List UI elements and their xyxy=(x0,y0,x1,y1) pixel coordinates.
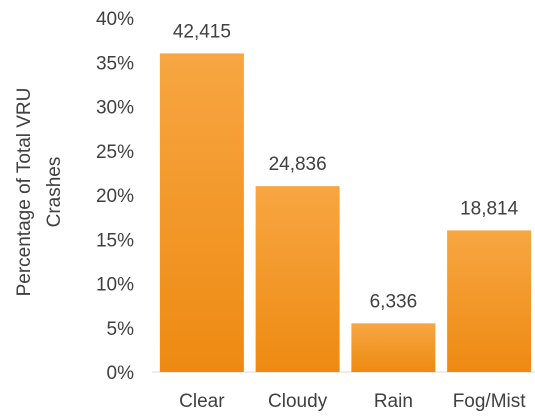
y-tick-label: 15% xyxy=(96,230,134,251)
bars xyxy=(159,53,532,373)
y-tick-label: 0% xyxy=(107,363,135,384)
bar-fog-mist xyxy=(447,230,532,372)
y-tick-label: 35% xyxy=(96,53,134,74)
y-axis-title-line-2: Crashes xyxy=(44,157,65,228)
y-tick-label: 40% xyxy=(96,9,134,30)
category-label: Cloudy xyxy=(268,391,328,412)
category-label: Clear xyxy=(179,391,225,412)
bar-rain xyxy=(351,323,436,372)
y-tick-label: 10% xyxy=(96,275,134,296)
y-tick-label: 25% xyxy=(96,142,134,163)
data-label: 42,415 xyxy=(173,21,231,42)
category-label: Fog/Mist xyxy=(453,391,527,412)
data-label: 6,336 xyxy=(370,291,418,312)
bar-cloudy xyxy=(255,186,340,372)
data-label: 24,836 xyxy=(269,154,327,175)
category-label: Rain xyxy=(374,391,413,412)
y-tick-label: 30% xyxy=(96,98,134,119)
data-labels: 42,415 24,836 6,336 18,814 xyxy=(173,21,519,312)
y-axis-title: Percentage of Total VRU Crashes xyxy=(14,88,65,297)
y-axis-title-line-1: Percentage of Total VRU xyxy=(14,88,35,297)
data-label: 18,814 xyxy=(460,198,519,219)
bar-clear xyxy=(159,53,244,373)
y-tick-label: 5% xyxy=(107,319,135,340)
y-tick-label: 20% xyxy=(96,186,134,207)
y-axis-ticks: 0% 5% 10% 15% 20% 25% 30% 35% 40% xyxy=(96,9,134,384)
category-labels: Clear Cloudy Rain Fog/Mist xyxy=(179,391,526,412)
